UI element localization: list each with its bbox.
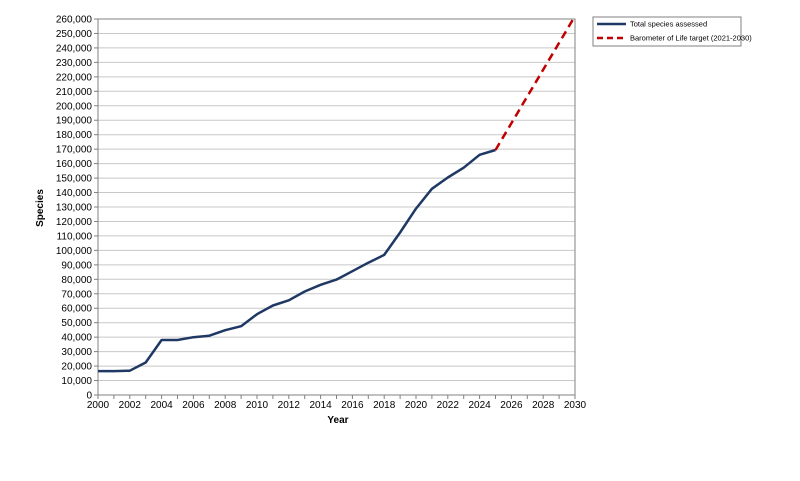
y-tick-label: 100,000 xyxy=(56,246,93,257)
series-line-target xyxy=(494,15,577,151)
y-tick-label: 210,000 xyxy=(56,87,93,98)
y-tick-label: 150,000 xyxy=(56,174,93,185)
y-tick-label: 160,000 xyxy=(56,159,93,170)
y-tick-label: 260,000 xyxy=(56,15,93,26)
y-tick-label: 220,000 xyxy=(56,72,93,83)
y-tick-label: 180,000 xyxy=(56,130,93,141)
y-tick-label: 90,000 xyxy=(61,260,92,271)
y-tick-label: 60,000 xyxy=(61,304,92,315)
x-tick-label: 2004 xyxy=(150,400,173,411)
y-tick-label: 250,000 xyxy=(56,29,93,40)
y-tick-label: 80,000 xyxy=(61,275,92,286)
y-tick-label: 110,000 xyxy=(57,231,93,242)
y-tick-label: 170,000 xyxy=(56,145,93,156)
x-tick-label: 2024 xyxy=(468,400,491,411)
y-tick-label: 50,000 xyxy=(61,318,92,329)
legend: Total species assessed Barometer of Life… xyxy=(592,16,752,47)
series-lines xyxy=(98,15,577,373)
x-tick-labels: 2000 2002 2004 2006 2008 2010 2012 2014 2016 2018… xyxy=(87,400,587,411)
x-axis-title: Year xyxy=(327,415,348,426)
y-tick-label: 240,000 xyxy=(56,43,93,54)
x-tick-label: 2010 xyxy=(246,400,269,411)
legend-label-target: Barometer of Life target (2021-2030) xyxy=(630,34,752,43)
x-tick-label: 2008 xyxy=(214,400,237,411)
x-tick-label: 2028 xyxy=(532,400,555,411)
x-tick-label: 2026 xyxy=(500,400,523,411)
y-tick-label: 40,000 xyxy=(61,333,92,344)
legend-label-total: Total species assessed xyxy=(630,20,707,29)
y-tick-label: 20,000 xyxy=(61,362,92,373)
y-tick-label: 10,000 xyxy=(61,376,92,387)
x-tick-label: 2022 xyxy=(437,400,460,411)
y-axis-title: Species xyxy=(35,189,46,227)
x-tick-label: 2016 xyxy=(341,400,364,411)
x-tick-label: 2006 xyxy=(182,400,205,411)
y-tick-label: 140,000 xyxy=(56,188,93,199)
y-tick-labels: 0 10,000 20,000 30,000 40,000 50,000 60,000 70,… xyxy=(56,15,93,402)
x-tick-label: 2018 xyxy=(373,400,396,411)
x-tick-label: 2002 xyxy=(119,400,142,411)
legend-box xyxy=(592,16,742,47)
axes xyxy=(94,18,576,399)
series-line-total-species xyxy=(98,148,496,373)
y-tick-label: 130,000 xyxy=(56,203,93,214)
y-tick-label: 200,000 xyxy=(56,101,93,112)
y-tick-label: 0 xyxy=(86,391,92,402)
x-tick-label: 2030 xyxy=(564,400,587,411)
y-tick-label: 120,000 xyxy=(56,217,93,228)
y-tick-label: 230,000 xyxy=(56,58,93,69)
y-tick-label: 190,000 xyxy=(56,116,93,127)
gridlines xyxy=(98,18,575,396)
x-tick-label: 2012 xyxy=(278,400,301,411)
y-tick-label: 30,000 xyxy=(61,347,92,358)
x-tick-label: 2020 xyxy=(405,400,428,411)
y-tick-label: 70,000 xyxy=(61,289,92,300)
x-tick-label: 2014 xyxy=(309,400,332,411)
x-tick-label: 2000 xyxy=(87,400,110,411)
